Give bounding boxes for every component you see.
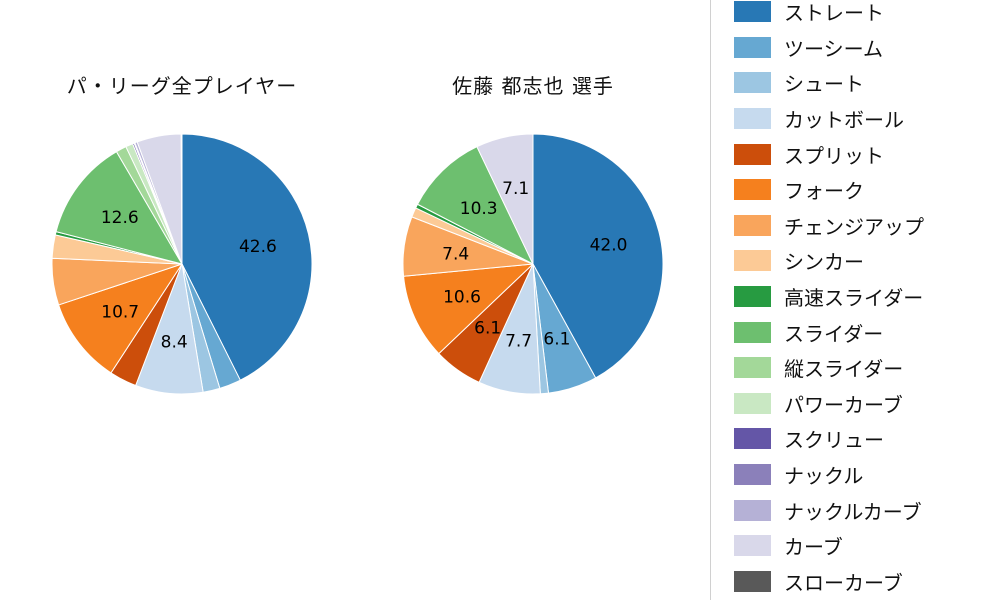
legend-swatch bbox=[734, 357, 771, 379]
legend-item: チェンジアップ bbox=[734, 208, 1000, 244]
legend-label: フォーク bbox=[784, 179, 864, 204]
legend-label: シンカー bbox=[784, 250, 864, 275]
pie-percent-label: 6.1 bbox=[543, 329, 570, 349]
legend-label: カットボール bbox=[784, 108, 904, 133]
legend-swatch bbox=[734, 250, 771, 272]
legend-label: ツーシーム bbox=[784, 36, 883, 61]
pie-slice bbox=[532, 133, 664, 379]
legend-item: 高速スライダー bbox=[734, 279, 1000, 315]
legend: ストレートツーシームシュートカットボール スプリットフォークチェンジアップ シンカー… bbox=[710, 0, 1000, 600]
pie-percent-label: 8.4 bbox=[161, 333, 188, 353]
legend-item: スライダー bbox=[734, 314, 1000, 350]
chart-title-pa-league: パ・リーグ全プレイヤー bbox=[66, 74, 298, 98]
legend-swatch bbox=[734, 570, 771, 592]
pie-slice bbox=[58, 263, 183, 374]
legend-item: ナックルカーブ bbox=[734, 492, 1000, 528]
pie-slice bbox=[417, 146, 534, 265]
legend-swatch bbox=[734, 1, 771, 23]
pie-percent-label: 6.1 bbox=[474, 319, 501, 339]
legend-item: カットボール bbox=[734, 101, 1000, 137]
legend-item: ナックル bbox=[734, 457, 1000, 493]
pie-chart-player: 42.06.17.76.110.67.410.37.1 bbox=[402, 133, 664, 395]
legend-label: ナックル bbox=[784, 464, 864, 489]
pie-slice bbox=[403, 263, 534, 355]
legend-label: 高速スライダー bbox=[784, 286, 924, 311]
legend-swatch bbox=[734, 535, 771, 557]
legend-item: スプリット bbox=[734, 136, 1000, 172]
legend-label: パワーカーブ bbox=[784, 392, 903, 417]
chart-title-player: 佐藤 都志也 選手 bbox=[452, 74, 614, 98]
legend-label: スローカーブ bbox=[784, 570, 903, 595]
pie-slice bbox=[180, 133, 183, 265]
pie-percent-label: 7.7 bbox=[505, 332, 532, 352]
pie-percent-label: 12.6 bbox=[101, 208, 139, 228]
pie-percent-label: 10.6 bbox=[443, 287, 481, 307]
legend-swatch bbox=[734, 392, 771, 414]
legend-label: シュート bbox=[784, 72, 864, 97]
legend-item: スクリュー bbox=[734, 421, 1000, 457]
legend-swatch bbox=[734, 179, 771, 201]
legend-label: スクリュー bbox=[784, 428, 884, 453]
legend-swatch bbox=[734, 286, 771, 308]
legend-swatch bbox=[734, 499, 771, 521]
legend-label: ナックルカーブ bbox=[784, 499, 922, 524]
pie-chart-pa-league: 42.6 8.4 10.7 12.6 bbox=[51, 133, 313, 395]
legend-label: スライダー bbox=[784, 321, 884, 346]
legend-swatch bbox=[734, 214, 771, 236]
legend-label: カーブ bbox=[784, 535, 843, 560]
legend-item: シンカー bbox=[734, 243, 1000, 279]
legend-swatch bbox=[734, 428, 771, 450]
legend-swatch bbox=[734, 464, 771, 486]
legend-label: スプリット bbox=[784, 143, 884, 168]
legend-label: ストレート bbox=[784, 1, 884, 26]
pie-slice bbox=[476, 133, 534, 265]
legend-item: ツーシーム bbox=[734, 30, 1000, 66]
pie-slice bbox=[181, 133, 313, 381]
legend-item: スローカーブ bbox=[734, 564, 1000, 600]
pie-percent-label: 10.7 bbox=[101, 303, 139, 323]
legend-item: フォーク bbox=[734, 172, 1000, 208]
legend-swatch bbox=[734, 108, 771, 130]
legend-label: チェンジアップ bbox=[784, 214, 924, 239]
pie-percent-label: 7.4 bbox=[442, 244, 469, 264]
legend-item: パワーカーブ bbox=[734, 386, 1000, 422]
legend-item: シュート bbox=[734, 65, 1000, 101]
legend-items: ストレートツーシームシュートカットボール スプリットフォークチェンジアップ シンカー… bbox=[734, 0, 1000, 599]
legend-swatch bbox=[734, 143, 771, 165]
legend-item: ストレート bbox=[734, 0, 1000, 30]
legend-item: 縦スライダー bbox=[734, 350, 1000, 386]
legend-label: 縦スライダー bbox=[784, 357, 904, 382]
pie-percent-label: 42.0 bbox=[590, 236, 628, 256]
legend-swatch bbox=[734, 321, 771, 343]
pie-percent-label: 10.3 bbox=[460, 199, 498, 219]
pie-slice bbox=[55, 151, 183, 265]
pie-percent-label: 42.6 bbox=[239, 237, 277, 257]
legend-swatch bbox=[734, 72, 771, 94]
legend-swatch bbox=[734, 36, 771, 58]
pie-percent-label: 7.1 bbox=[502, 179, 529, 199]
legend-item: カーブ bbox=[734, 528, 1000, 564]
